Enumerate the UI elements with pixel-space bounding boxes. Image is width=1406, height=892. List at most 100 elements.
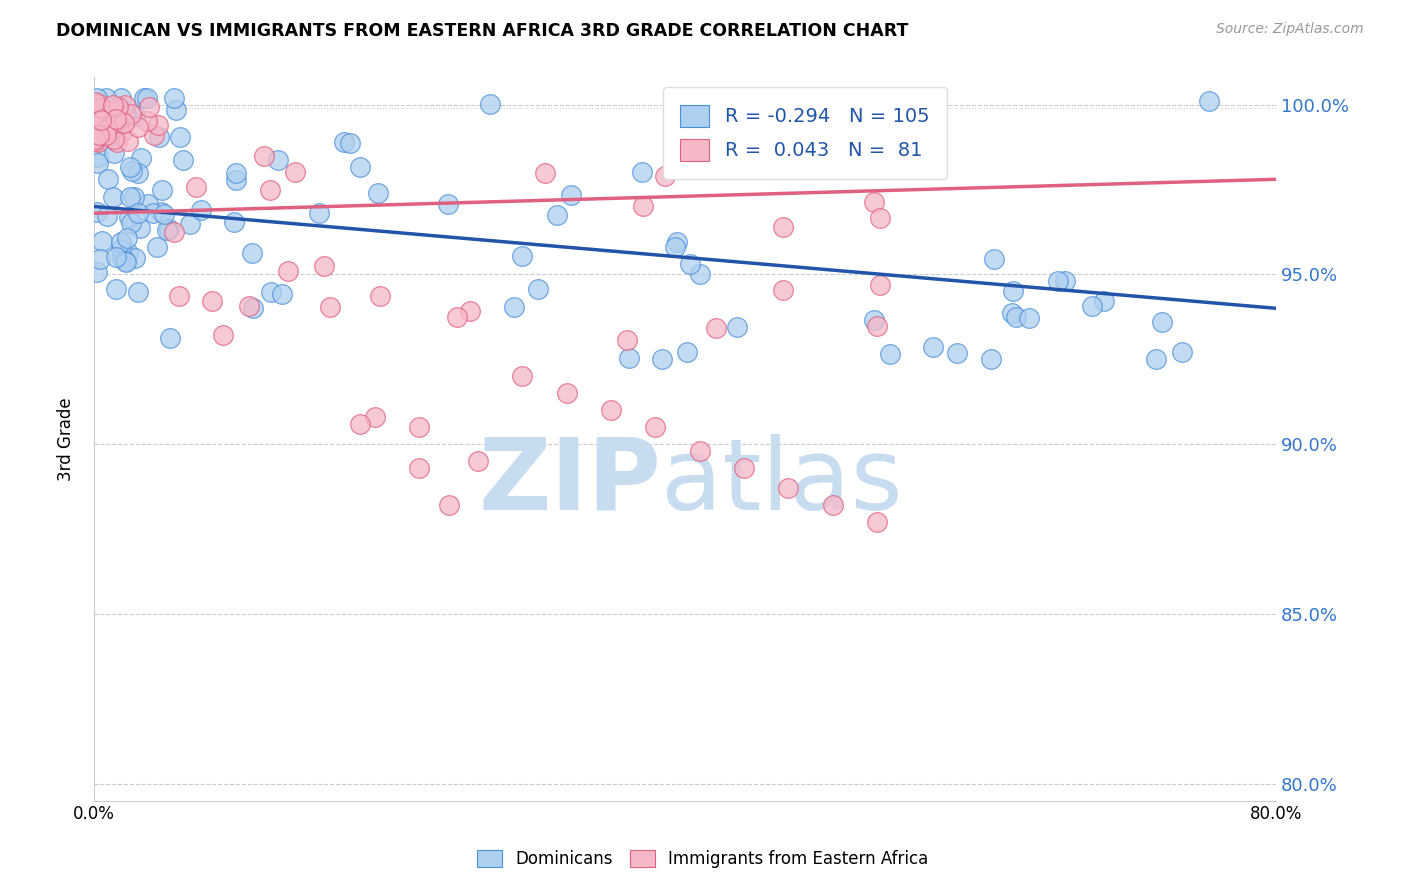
Point (124, 109, 146, 123)
Point (107, 100, 129, 114)
Point (87, 156, 110, 170)
Point (101, 190, 124, 204)
Point (510, 249, 533, 263)
Point (86, 265, 108, 279)
Point (1001, 284, 1024, 298)
Point (104, 250, 127, 264)
Point (666, 235, 689, 250)
Point (821, 498, 844, 512)
Point (84, 132, 107, 146)
Point (112, 116, 135, 130)
Point (664, 240, 686, 254)
Point (110, 242, 132, 256)
Point (103, 131, 125, 145)
Text: DOMINICAN VS IMMIGRANTS FROM EASTERN AFRICA 3RD GRADE CORRELATION CHART: DOMINICAN VS IMMIGRANTS FROM EASTERN AFR… (56, 22, 908, 40)
Point (89, 97, 111, 112)
Point (983, 252, 1005, 267)
Point (260, 285, 283, 300)
Point (172, 153, 194, 167)
Point (1001, 306, 1024, 320)
Point (84, 95, 107, 109)
Point (725, 320, 748, 334)
Point (110, 91, 132, 105)
Point (772, 220, 794, 235)
Point (84, 134, 107, 148)
Y-axis label: 3rd Grade: 3rd Grade (58, 397, 75, 481)
Point (408, 461, 430, 475)
Point (863, 313, 886, 327)
Point (156, 223, 179, 237)
Point (179, 217, 201, 231)
Point (560, 187, 582, 202)
Point (94, 91, 117, 105)
Point (437, 197, 460, 211)
Point (84, 132, 107, 146)
Point (437, 498, 460, 512)
Point (86, 91, 108, 105)
Point (546, 208, 568, 222)
Point (631, 165, 654, 179)
Point (115, 231, 138, 245)
Point (259, 183, 281, 197)
Point (163, 91, 186, 105)
Point (704, 321, 727, 335)
Point (222, 215, 245, 229)
Point (101, 104, 124, 119)
Point (117, 134, 139, 148)
Point (121, 164, 143, 178)
Point (1005, 310, 1028, 324)
Point (134, 91, 156, 105)
Point (87, 150, 110, 164)
Point (1018, 311, 1040, 326)
Point (94, 128, 117, 143)
Point (503, 300, 526, 314)
Point (127, 206, 149, 220)
Point (869, 211, 891, 225)
Point (654, 169, 676, 183)
Point (148, 130, 170, 145)
Point (267, 153, 290, 167)
Point (120, 190, 142, 204)
Point (97, 172, 120, 186)
Point (120, 216, 142, 230)
Point (772, 284, 794, 298)
Point (122, 190, 145, 204)
Point (190, 203, 212, 218)
Point (1092, 293, 1115, 308)
Point (211, 328, 233, 343)
Point (96, 122, 118, 136)
Point (240, 246, 263, 260)
Point (89, 114, 111, 128)
Point (136, 91, 159, 105)
Point (879, 346, 901, 360)
Point (91, 234, 114, 248)
Text: atlas: atlas (661, 434, 903, 531)
Point (460, 304, 482, 318)
Point (1144, 352, 1167, 367)
Point (150, 204, 173, 219)
Point (1170, 345, 1192, 359)
Point (142, 206, 165, 220)
Point (90, 108, 112, 122)
Point (333, 135, 356, 149)
Point (87, 108, 110, 122)
Point (1053, 274, 1076, 288)
Point (339, 136, 361, 150)
Point (308, 206, 330, 220)
Point (527, 282, 550, 296)
Point (84, 108, 107, 122)
Legend: Dominicans, Immigrants from Eastern Africa: Dominicans, Immigrants from Eastern Afri… (471, 843, 935, 875)
Point (242, 301, 264, 315)
Point (631, 199, 654, 213)
Point (980, 352, 1002, 367)
Point (87, 128, 110, 142)
Point (136, 197, 159, 211)
Point (1081, 299, 1104, 313)
Point (184, 180, 207, 194)
Point (103, 146, 125, 161)
Point (689, 444, 711, 458)
Point (93, 127, 115, 141)
Point (100, 121, 122, 136)
Point (1150, 315, 1173, 329)
Point (90, 101, 112, 115)
